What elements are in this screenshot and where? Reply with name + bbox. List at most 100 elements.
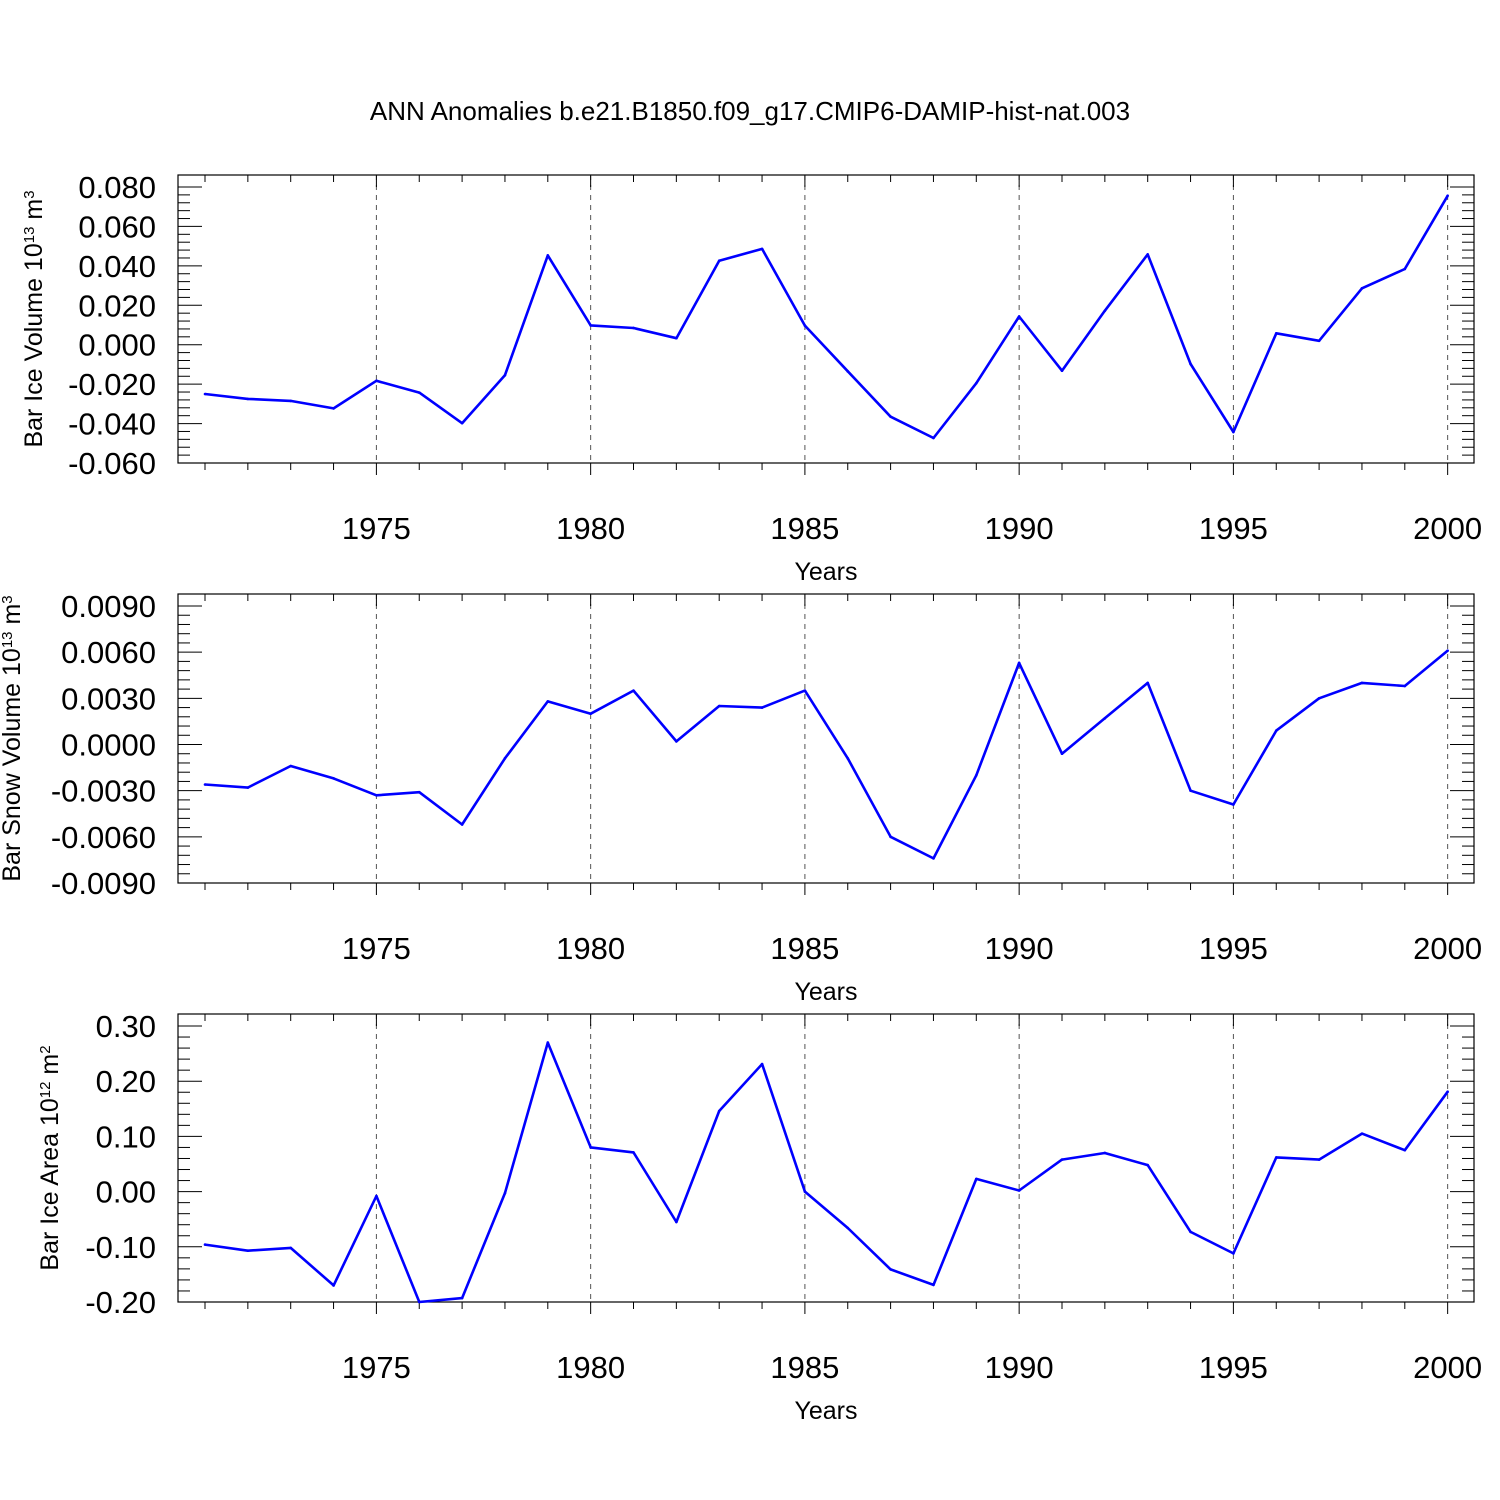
data-point [460,1296,464,1300]
x-tick-label: 1975 [342,511,411,546]
data-point [417,1300,421,1304]
data-point [675,740,678,743]
y-tick-label: 0.040 [78,249,156,284]
plot-frame [177,174,1475,464]
y-tick-label: -0.20 [85,1285,156,1320]
data-point [1403,267,1407,271]
data-point [1060,752,1064,756]
data-point [1017,1189,1021,1192]
data-point [289,1246,293,1250]
x-axis-label: Years [794,978,857,1006]
data-point [1274,331,1278,335]
y-tick-label: 0.020 [78,288,156,323]
data-point [1360,287,1364,290]
data-point [1274,729,1278,732]
x-tick-label: 1990 [985,511,1054,546]
data-point [675,336,678,340]
data-point [332,777,335,780]
data-point [932,1283,935,1287]
data-point [289,399,293,403]
data-point [1146,1163,1149,1167]
data-point [675,1220,678,1224]
data-point [203,1243,207,1246]
data-point [932,857,935,860]
y-tick-label: 0.10 [96,1119,156,1154]
y-tick-label: 0.000 [78,328,156,363]
y-tick-label: -0.020 [68,367,156,402]
x-tick-label: 1990 [985,1350,1054,1385]
data-point [1232,803,1235,806]
data-point [503,757,507,760]
data-point [375,793,378,797]
x-tick-label: 1985 [770,511,839,546]
data-point [375,379,378,383]
data-point [975,773,978,777]
data-point [846,370,850,373]
data-point [332,1284,335,1287]
panel-2: 1975 1980 1985 1990 1995 2000 Years -0.0090 -0.0… [0,589,1482,1006]
data-point [1232,1252,1235,1255]
data-point [1446,649,1449,652]
data-point [503,373,507,377]
x-tick-label: 2000 [1413,1350,1482,1385]
x-tick-label: 2000 [1413,511,1482,546]
data-point [1189,362,1192,366]
x-tick-label: 1995 [1199,1350,1268,1385]
y-tick-label: 0.30 [96,1009,156,1044]
x-tick-label: 1995 [1199,931,1268,966]
data-point [760,706,764,709]
y-tick-label: 0.0030 [61,681,156,716]
data-point [632,1151,635,1154]
plot-frame [177,593,1475,884]
data-point [1317,339,1321,343]
data-point [632,689,635,692]
data-point [932,436,935,440]
data-point [1060,1158,1064,1161]
data-point [1446,194,1449,197]
y-tick-label: -0.040 [68,407,156,442]
series-line [204,1041,1449,1304]
x-tick-label: 1990 [985,931,1054,966]
data-point [460,823,464,826]
data-point [1317,697,1321,700]
y-tick-label: 0.060 [78,209,156,244]
y-tick-label: -0.10 [85,1230,156,1265]
data-point [589,1146,592,1149]
panel-1: 1975 1980 1985 1990 1995 2000 Years -0.060 -0.04… [20,170,1482,586]
data-point [289,764,293,768]
data-point [760,247,764,251]
data-point [1017,661,1021,665]
data-point [717,704,721,708]
chart-title: ANN Anomalies b.e21.B1850.f09_g17.CMIP6-… [369,96,1131,126]
data-point [203,783,207,786]
data-point [417,391,421,394]
data-point [246,1249,250,1252]
data-point [1017,315,1021,318]
data-point [803,1190,807,1193]
y-tick-label: -0.0090 [51,866,156,901]
data-point [1274,1156,1278,1159]
data-point [1146,253,1149,256]
x-axis-label: Years [794,558,857,586]
data-point [803,324,807,327]
y-tick-label: 0.00 [96,1175,156,1210]
data-point [1103,717,1107,720]
y-tick-label: -0.060 [68,446,156,481]
data-point [546,700,550,703]
y-tick-label: 0.0090 [61,589,156,624]
data-point [760,1062,764,1066]
x-tick-label: 1975 [342,1350,411,1385]
series-line [204,195,1449,440]
data-point [1232,430,1235,434]
y-tick-label: -0.0030 [51,774,156,809]
data-point [632,326,635,330]
y-tick-label: 0.0000 [61,728,156,763]
y-tick-label: 0.0060 [61,635,156,670]
data-point [589,324,592,327]
data-point [332,407,335,410]
data-point [1360,681,1364,685]
x-tick-label: 1985 [770,1350,839,1385]
x-tick-label: 1980 [556,1350,625,1385]
data-point [1317,1158,1321,1161]
data-point [203,392,207,396]
